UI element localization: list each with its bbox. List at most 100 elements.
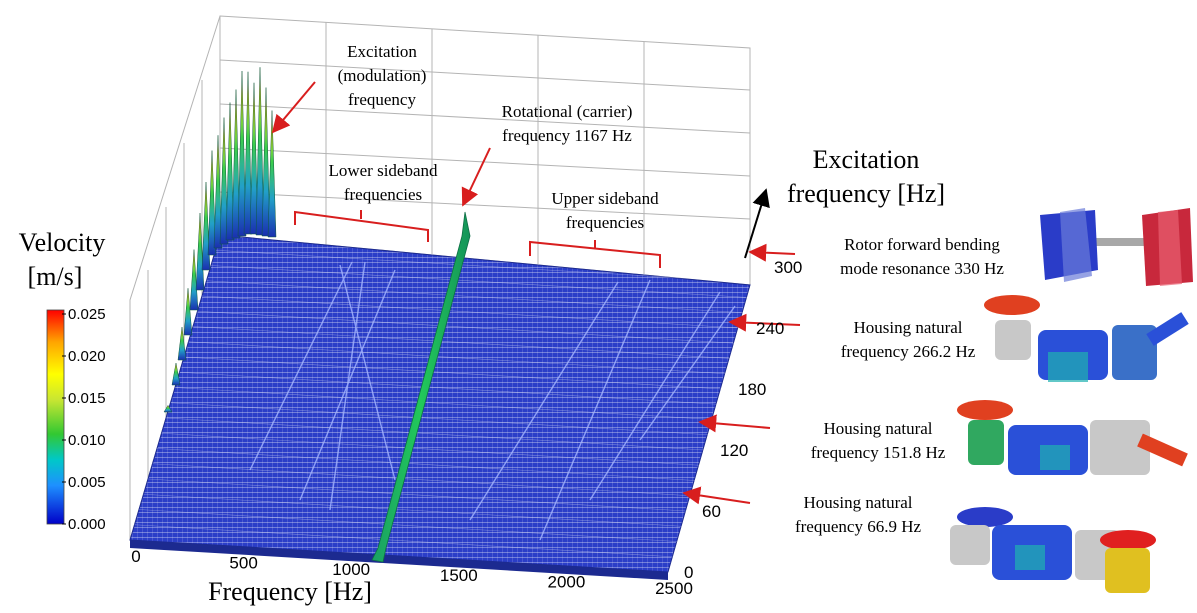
y-axis-title-line2: frequency [Hz] (787, 179, 945, 208)
colorbar-tick-label: 0.015 (68, 390, 106, 407)
y-tick-label: 300 (774, 258, 802, 277)
modulation-peak (267, 110, 277, 238)
colorbar: Velocity [m/s] (19, 228, 106, 525)
arrow-266 (728, 313, 801, 332)
y-tick-label: 180 (738, 380, 766, 399)
excitation-label-line1: Excitation (347, 42, 417, 61)
mesh-line (174, 387, 714, 420)
colorbar-tick-label: 0.005 (68, 474, 106, 491)
colorbar-label-line1: Velocity (19, 228, 106, 257)
mesh-line (143, 493, 682, 527)
arrow-330 (748, 243, 796, 262)
arrow-151 (698, 414, 771, 433)
y-tick-label: 60 (702, 502, 721, 521)
colorbar-gradient (46, 309, 65, 525)
x-tick-label: 0 (131, 547, 140, 566)
y-axis-title-line1: Excitation (813, 145, 920, 174)
mesh-line (201, 295, 741, 329)
modulation-peak (163, 404, 173, 413)
colorbar-label-line2: [m/s] (28, 262, 83, 291)
mesh-line (188, 341, 727, 375)
lower-sideband-line2: frequencies (344, 185, 422, 204)
mesh-line (206, 280, 745, 314)
y-axis-arrow (744, 188, 770, 259)
sideband-streaks (249, 261, 736, 541)
modulation-peak (195, 212, 205, 291)
annotation-arrows (271, 81, 801, 505)
x-tick-label: 1500 (440, 566, 478, 585)
modulation-peak (213, 135, 223, 249)
rotational-label-line1: Rotational (carrier) (502, 102, 633, 121)
mesh-line (170, 402, 709, 436)
rotational-arrow (461, 147, 491, 207)
modulation-peak (177, 326, 187, 361)
excitation-label-line3: frequency (348, 90, 416, 109)
modulation-peak (237, 70, 247, 237)
waterfall-surface (129, 234, 751, 580)
housing-151-line1: Housing natural (823, 419, 932, 438)
y-tick-label: 0 (684, 563, 693, 582)
x-axis-ticks: 0 500 1000 1500 2000 2500 (131, 547, 693, 598)
colorbar-tick-label: 0.010 (68, 432, 106, 449)
modulation-peaks (163, 67, 277, 413)
arrow-66 (682, 486, 751, 505)
modulation-peak (231, 89, 241, 239)
modulation-peak (255, 67, 265, 236)
rotor-mode-shape-image (1040, 208, 1193, 286)
housing-66-line1: Housing natural (803, 493, 912, 512)
x-tick-label: 2500 (655, 579, 693, 598)
lower-sideband-line1: Lower sideband (328, 161, 438, 180)
housing-mode-66-image (950, 507, 1156, 593)
x-axis-title: Frequency [Hz] (208, 577, 372, 606)
modulation-peak (219, 117, 229, 245)
mesh-line (192, 326, 732, 359)
modulation-peak (261, 87, 271, 237)
excitation-label-line2: (modulation) (338, 66, 427, 85)
excitation-arrow (271, 81, 316, 134)
housing-266-line1: Housing natural (853, 318, 962, 337)
mesh-line (152, 463, 691, 497)
carrier-ridge (371, 211, 471, 563)
modulation-peak (249, 82, 259, 235)
mesh-line (215, 249, 754, 283)
x-tick-label: 2000 (547, 573, 585, 592)
mesh-line (179, 371, 718, 405)
x-tick-label: 1000 (332, 560, 370, 579)
housing-266-line2: frequency 266.2 Hz (841, 342, 976, 361)
colorbar-tick-label: 0.025 (68, 306, 106, 323)
modulation-peak (225, 102, 235, 241)
y-axis-ticks: 0 60 120 180 240 300 (684, 258, 802, 582)
modulation-peak (183, 288, 193, 336)
housing-151-line2: frequency 151.8 Hz (811, 443, 946, 462)
mesh-line (210, 265, 750, 298)
colorbar-ticks: 0.025 0.020 0.015 0.010 0.005 0.000 (62, 306, 106, 533)
mesh-line (183, 356, 723, 390)
mesh-line (161, 432, 700, 466)
waterfall-mesh-lines (134, 249, 754, 558)
modulation-peak (207, 150, 217, 256)
housing-mode-151-image (957, 400, 1188, 475)
mesh-line (197, 310, 736, 344)
mesh-line (138, 509, 678, 542)
lower-sideband-bracket (294, 210, 429, 242)
modulation-peak (189, 249, 199, 311)
rotational-label-line2: frequency 1167 Hz (502, 126, 632, 145)
mesh-line (147, 478, 687, 512)
upper-sideband-line2: frequencies (566, 213, 644, 232)
modulation-peak (201, 181, 211, 271)
mesh-line (134, 524, 673, 558)
upper-sideband-line1: Upper sideband (551, 189, 659, 208)
x-tick-label: 500 (229, 553, 257, 572)
y-tick-label: 240 (756, 319, 784, 338)
rotor-resonance-line2: mode resonance 330 Hz (840, 259, 1004, 278)
y-tick-label: 120 (720, 441, 748, 460)
mesh-line (165, 417, 705, 451)
modulation-peak (171, 362, 181, 386)
colorbar-tick-label: 0.000 (68, 516, 106, 533)
housing-mode-266-image (984, 295, 1189, 382)
colorbar-tick-label: 0.020 (68, 348, 106, 365)
modulation-peak (243, 71, 253, 235)
rotor-resonance-line1: Rotor forward bending (844, 235, 1000, 254)
